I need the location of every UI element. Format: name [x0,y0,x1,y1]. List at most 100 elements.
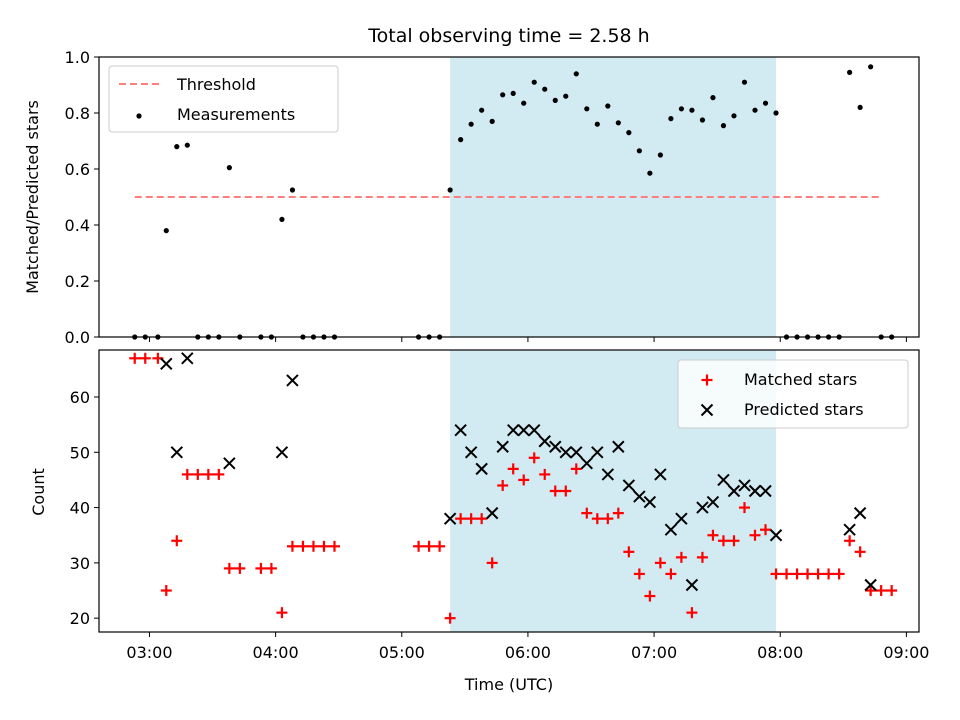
measurement-point [584,106,590,112]
y-tick-label: 50 [70,443,90,462]
marker-stroke [559,446,572,459]
matched-legend-marker [701,374,713,386]
matched-star-point [833,568,845,580]
matched-star-point [717,535,729,547]
matched-star-point [633,568,645,580]
matched-star-point [696,551,708,563]
measurement-point [710,95,716,101]
predicted-star-point [664,523,678,536]
predicted-star-point [485,506,499,520]
predicted-star-point [443,512,457,525]
matched-star-point [865,585,877,597]
marker-stroke [506,423,520,437]
marker-stroke [496,440,509,453]
marker-stroke [717,473,730,487]
x-tick-label: 03:00 [126,643,172,662]
matched-star-point [802,568,814,580]
marker-stroke [275,446,289,459]
top-plot-frame [98,56,920,338]
predicted-star-point [717,473,730,487]
measurement-point [458,137,464,143]
marker-stroke [464,446,478,459]
marker-stroke [759,484,772,498]
measurement-point [689,107,695,113]
matched-star-point [465,513,477,525]
matched-star-point [791,568,803,580]
measurement-point [279,216,285,222]
marker-stroke [864,578,877,592]
top-y-axis: 0.0 0.2 0.4 0.6 0.8 1.0 [65,48,99,347]
matched-star-point [497,479,509,491]
marker-stroke [580,457,594,470]
measurements-legend-label: Measurements [177,105,295,124]
predicted-star-point [706,495,720,509]
matched-star-point [823,568,835,580]
measurement-point [678,106,685,112]
marker-stroke [570,446,583,459]
matched-star-point [413,540,425,552]
measurement-point [626,130,632,136]
matched-star-point [749,529,761,541]
predicted-star-point [275,446,289,459]
matched-stars-legend-label: Matched stars [744,370,857,389]
matched-star-point [318,540,330,552]
bottom-y-axis-label: Count [29,468,48,516]
matched-star-point [181,468,193,480]
predicted-star-point [464,446,478,459]
predicted-star-point [675,512,688,525]
top-legend-box [108,65,339,133]
x-tick-label: 05:00 [379,643,425,662]
matched-star-point [192,468,204,480]
matched-star-point [518,474,530,486]
measurement-point [563,93,569,99]
measurement-point [762,100,769,106]
measurement-point [668,116,674,122]
measurement-point [699,117,706,123]
marker-stroke [706,495,720,509]
marker-stroke [654,468,667,481]
measurement-point [163,228,169,234]
measurement-point [479,107,485,113]
marker-stroke [549,440,562,453]
predicted-star-point [496,440,509,453]
predicted-star-point [748,484,762,498]
predicted-star-point [643,495,657,509]
measurement-point [489,118,495,124]
matched-star-point [528,452,540,464]
matched-star-point [476,513,488,525]
predicted-star-point [570,446,583,459]
marker-stroke [170,446,184,459]
measurement-point [605,103,611,109]
measurement-point [647,170,653,176]
measurement-point [184,142,190,148]
matched-star-point [202,468,214,480]
marker-stroke [738,479,751,492]
measurement-point [542,86,548,92]
matched-star-point [654,557,666,569]
matched-star-point [455,513,467,525]
measurement-point [657,152,663,158]
bottom-legend: Matched stars Predicted stars [677,359,909,429]
x-tick-label: 08:00 [757,643,803,662]
predicted-star-point [286,374,299,387]
measurement-point [500,92,506,98]
measurement-point [636,148,642,154]
measurement-point [720,123,727,129]
matched-star-point [591,513,603,525]
matched-star-point [444,612,456,624]
y-tick-label: 0.8 [65,104,90,123]
measurement-point [447,187,453,193]
x-tick-label: 09:00 [883,643,929,662]
bottom-y-axis: 20 30 40 50 60 [70,388,99,628]
matched-star-point [707,529,719,541]
predicted-star-point [475,462,488,476]
measurement-point [531,79,537,85]
matched-star-point [434,540,446,552]
matched-star-point [139,352,151,364]
predicted-star-point [769,529,783,542]
predicted-star-point [685,578,699,592]
predicted-star-point [506,423,520,437]
bottom-legend-box [677,359,909,429]
marker-stroke [601,468,615,481]
